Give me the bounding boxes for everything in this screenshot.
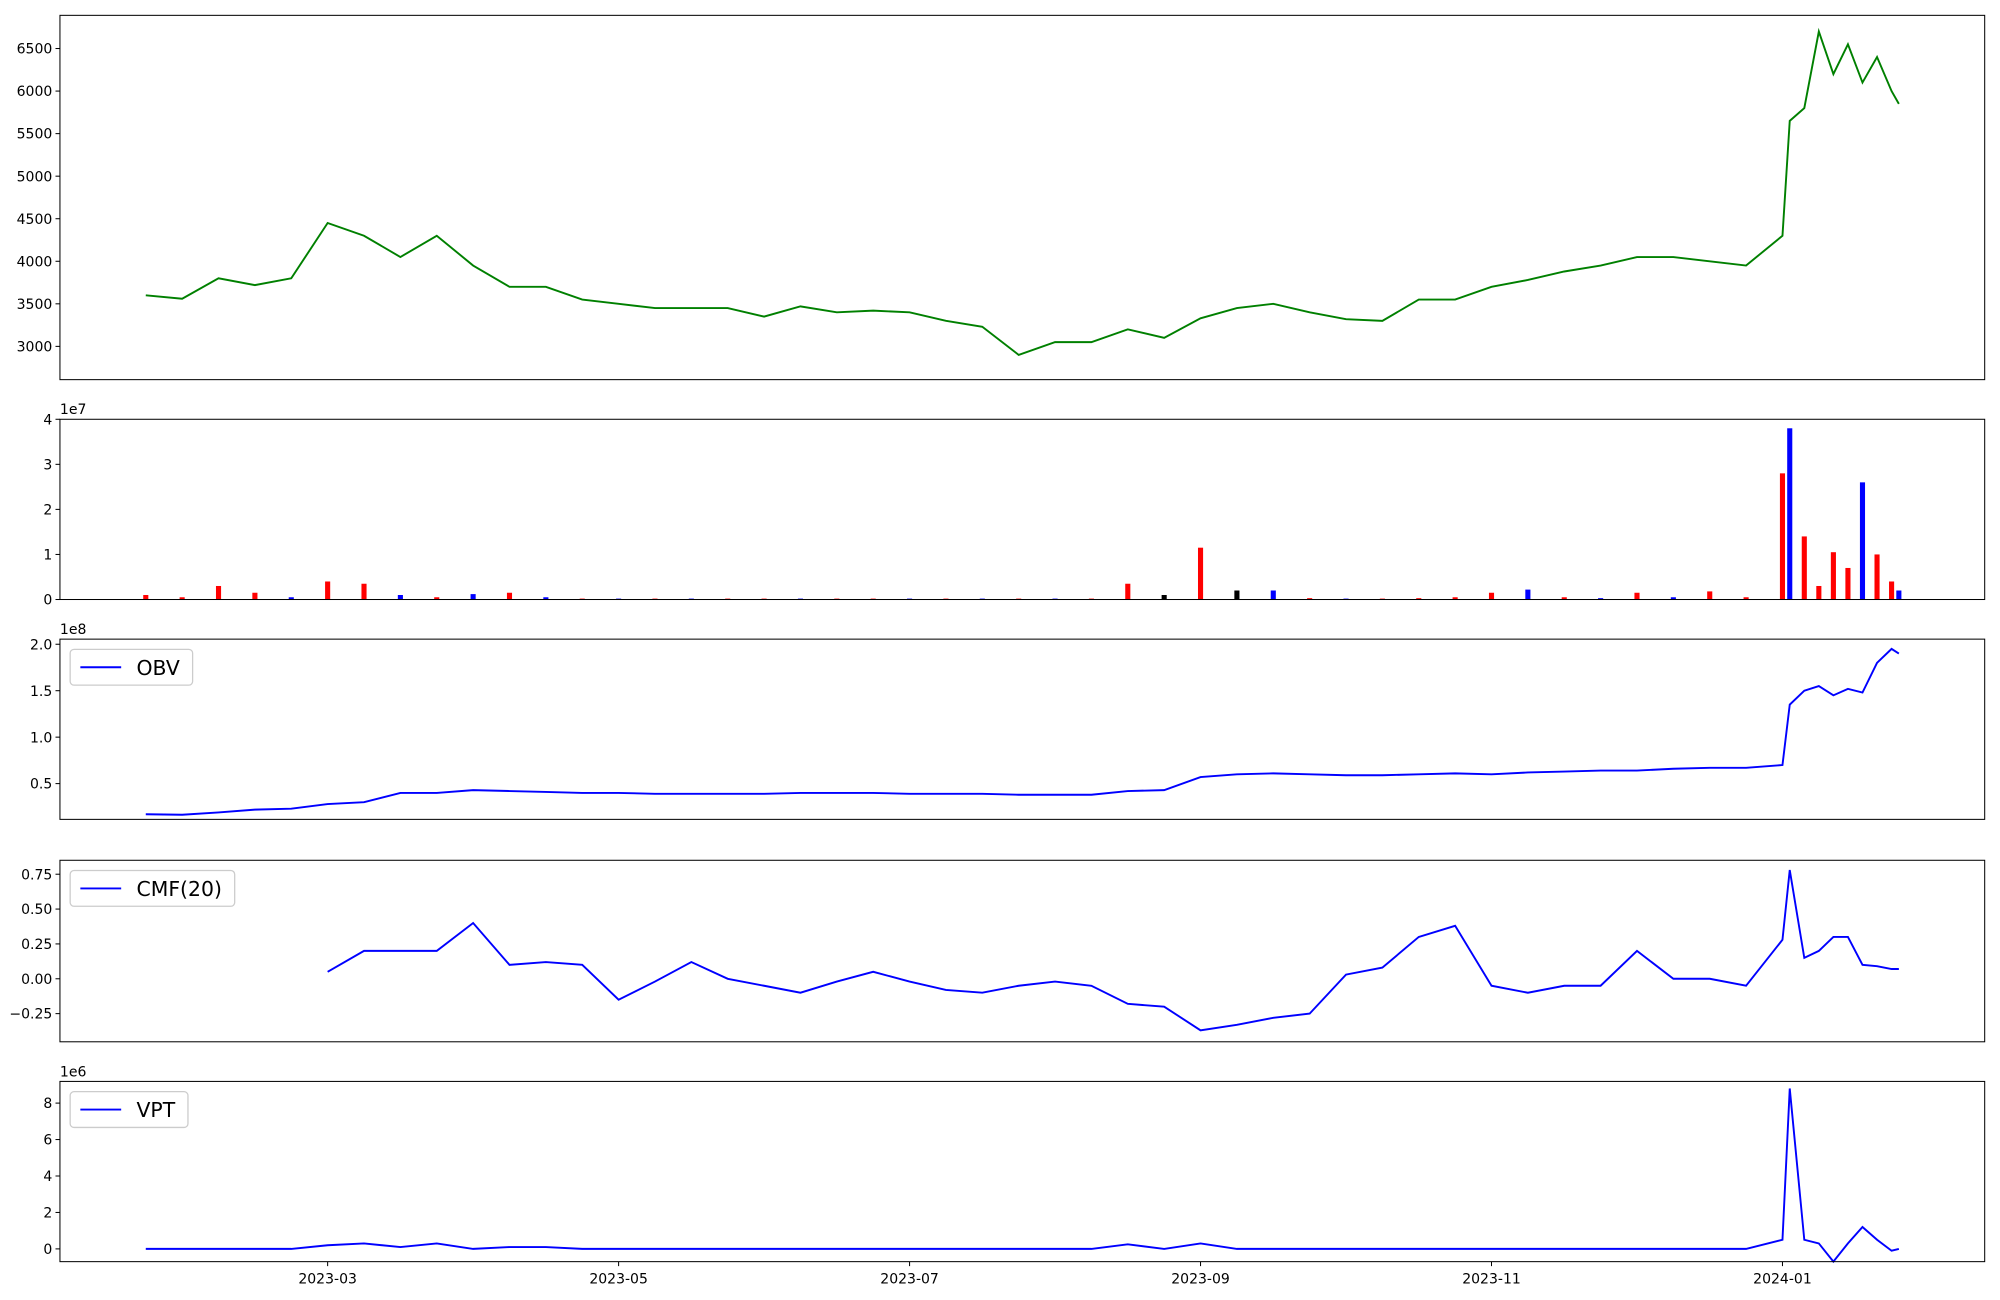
x-tick-label: 2023-07 [880, 1271, 939, 1287]
y-tick-label: 4 [43, 1169, 52, 1185]
volume-bar [1779, 473, 1786, 600]
volume-bar [215, 585, 222, 600]
y-tick-label: 0.75 [21, 867, 52, 883]
y-tick-label: 1.5 [30, 684, 52, 700]
legend-box [69, 1091, 189, 1129]
y-tick-label: 5000 [17, 169, 53, 185]
volume-bar [1634, 592, 1640, 600]
y-tick-label: 1.0 [30, 730, 52, 746]
volume-bar [1743, 597, 1749, 600]
volume-bar [434, 597, 440, 600]
x-tick-label: 2023-09 [1171, 1271, 1230, 1287]
volume-bar [1598, 598, 1604, 600]
legend-box [69, 648, 194, 686]
y-tick-label: 0.5 [30, 777, 52, 793]
volume-bar [506, 592, 513, 600]
y-tick-label: −0.25 [9, 1007, 52, 1023]
y-tick-label: 4000 [17, 254, 53, 270]
y-tick-label: 0.50 [21, 902, 52, 918]
volume-bar [1125, 583, 1131, 600]
axes-frame [59, 1080, 1986, 1263]
y-tick-label: 2 [43, 502, 52, 518]
data-line [145, 27, 1900, 356]
volume-bar [543, 597, 549, 600]
volume-bar [1801, 536, 1807, 600]
data-line [327, 869, 1899, 1032]
x-tick-label: 2023-05 [589, 1271, 648, 1287]
legend-label: CMF(20) [136, 877, 221, 901]
y-tick-label: 0 [43, 593, 52, 609]
volume-bar [143, 595, 149, 600]
y-tick-label: 0.25 [21, 937, 52, 953]
legend-box [69, 869, 236, 907]
volume-bar [1488, 592, 1495, 600]
volume-bar [1787, 428, 1793, 600]
y-tick-label: 8 [43, 1096, 52, 1112]
volume-bar [325, 581, 331, 600]
axes-frame [59, 638, 1986, 820]
legend-label: OBV [136, 656, 179, 680]
volume-bar [1830, 552, 1836, 600]
y-tick-label: 1 [43, 548, 52, 564]
volume-bar [179, 597, 185, 600]
axes-frame [59, 418, 1986, 601]
data-line [145, 1088, 1900, 1264]
volume-bar [1270, 590, 1276, 600]
volume-bar [1416, 598, 1422, 600]
volume-bar [1561, 597, 1567, 600]
volume-bar [1889, 581, 1895, 600]
volume-bar [288, 597, 294, 600]
volume-bar [1234, 590, 1240, 600]
volume-bar [1845, 567, 1851, 600]
y-tick-label: 0.00 [21, 972, 52, 988]
volume-bar [361, 583, 367, 600]
y-tick-label: 3500 [17, 297, 53, 313]
y-tick-label: 6500 [17, 42, 53, 58]
volume-bar [1896, 590, 1902, 600]
y-tick-label: 4 [43, 412, 52, 428]
volume-bar [470, 594, 476, 600]
volume-bar [1161, 595, 1167, 600]
y-tick-label: 4500 [17, 212, 53, 228]
volume-bar [1874, 554, 1880, 600]
data-line [145, 647, 1900, 816]
y-tick-label: 3 [43, 457, 52, 473]
x-tick-label: 2024-01 [1753, 1271, 1812, 1287]
volume-bar [1452, 597, 1458, 600]
legend-label: VPT [136, 1098, 175, 1122]
volume-bar [1816, 585, 1822, 600]
volume-bar [1307, 598, 1313, 600]
volume-bar [1670, 597, 1676, 600]
y-tick-label: 5500 [17, 127, 53, 143]
volume-bar [252, 592, 258, 600]
y-tick-label: 0 [43, 1242, 52, 1258]
y-offset-label: 1e6 [60, 1064, 87, 1080]
volume-bar [397, 595, 403, 600]
y-tick-label: 2 [43, 1206, 52, 1222]
volume-bar [1525, 589, 1531, 600]
y-offset-label: 1e8 [60, 622, 86, 638]
volume-bar [1859, 482, 1866, 600]
y-tick-label: 6000 [17, 84, 53, 100]
volume-bar [1707, 591, 1713, 600]
y-tick-label: 6 [43, 1133, 52, 1149]
x-tick-label: 2023-03 [298, 1271, 357, 1287]
y-tick-label: 3000 [17, 339, 53, 355]
y-tick-label: 2.0 [30, 637, 52, 653]
x-tick-label: 2023-11 [1462, 1271, 1521, 1287]
y-offset-label: 1e7 [60, 402, 86, 418]
axes-frame [59, 14, 1986, 381]
volume-bar [1197, 547, 1204, 600]
axes-frame [59, 859, 1986, 1043]
